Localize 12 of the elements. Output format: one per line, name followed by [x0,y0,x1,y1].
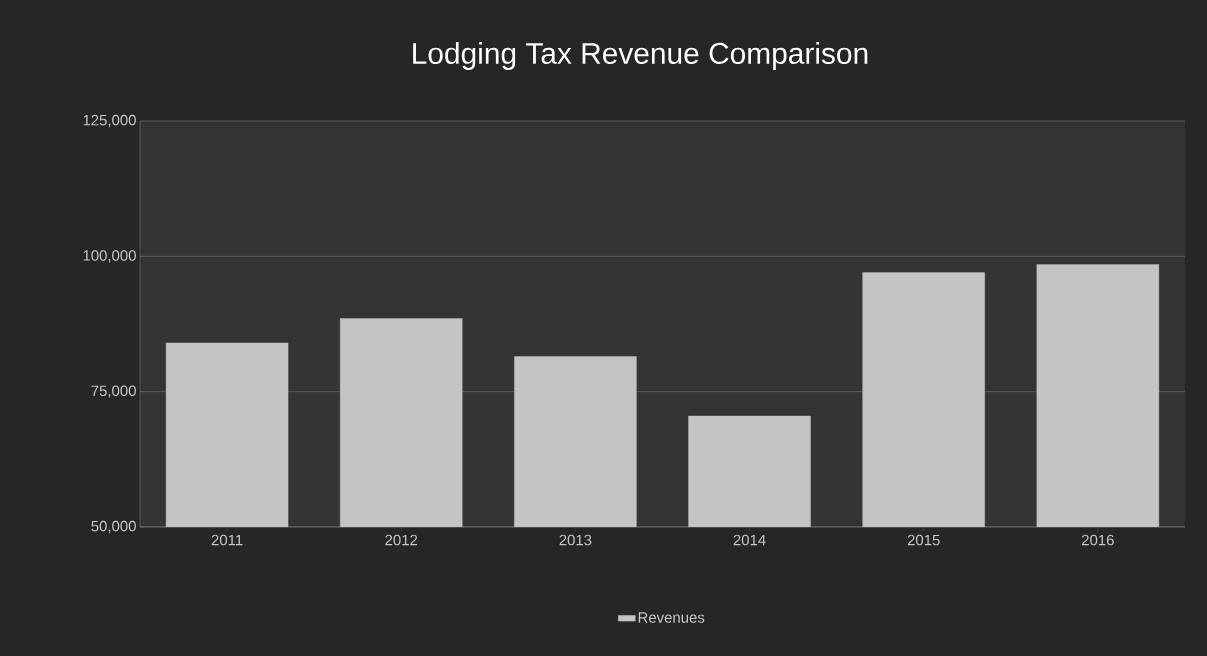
y-tick-label: 50,000 [91,520,136,534]
y-tick-label: 75,000 [91,385,136,398]
x-tick-label: 2015 [907,534,940,546]
y-tick-label: 125,000 [83,114,136,128]
y-tick-label: 100,000 [83,250,136,263]
x-tick-label: 2012 [385,534,418,546]
x-tick-label: 2013 [559,534,592,546]
x-tick-label: 2011 [211,534,243,546]
legend-label: Revenues [638,612,705,623]
x-tick-label: 2016 [1081,534,1114,546]
chart-title: Lodging Tax Revenue Comparison [413,42,868,70]
x-tick-label: 2014 [733,534,766,546]
